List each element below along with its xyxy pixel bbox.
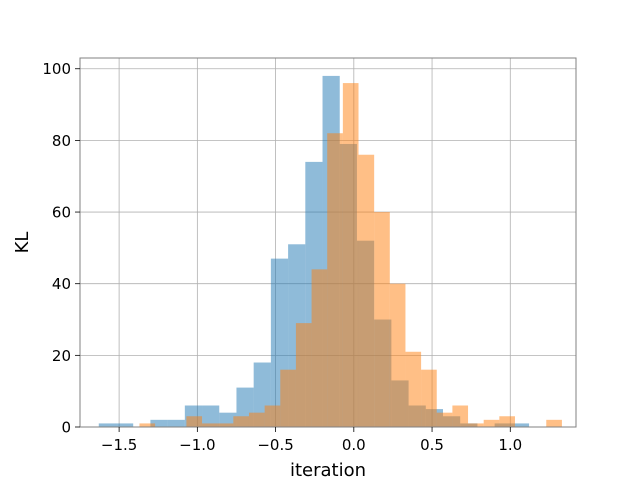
histogram-bar-series-2: [452, 405, 469, 427]
histogram-bar-series-1: [167, 419, 185, 427]
histogram-bar-series-1: [150, 419, 168, 427]
histogram-bar-series-2: [186, 416, 203, 427]
y-tick-label: 80: [52, 132, 71, 150]
x-tick-label: −1.5: [101, 436, 137, 454]
histogram-bar-series-2: [233, 416, 249, 427]
histogram-bar-series-2: [374, 212, 390, 427]
plot-frame: [79, 57, 577, 428]
histogram-bar-series-2: [280, 369, 296, 427]
y-tick-label: 100: [42, 60, 71, 78]
ticks: −1.5 −1.0 −0.5 0.0 0.5 1.0 0 20 40 60 80 100: [42, 60, 522, 454]
histogram-bar-series-2: [499, 416, 515, 427]
histogram-bar-series-2: [217, 423, 234, 427]
histogram-bar-series-2: [421, 369, 437, 427]
histogram-bar-series-2: [264, 405, 281, 427]
histogram-bar-series-2: [139, 423, 156, 427]
y-tick-label: 40: [52, 275, 71, 293]
y-tick-label: 0: [61, 419, 71, 437]
histogram-bar-series-2: [327, 133, 343, 427]
histogram-bar-series-2: [248, 412, 265, 427]
histogram-bar-series-2: [405, 351, 422, 427]
bars: [98, 75, 562, 428]
histogram-bar-series-2: [468, 423, 484, 427]
y-tick-label: 20: [52, 347, 71, 365]
histogram-bar-series-1: [202, 405, 220, 427]
x-tick-label: 1.0: [498, 436, 522, 454]
histogram-bar-series-2: [389, 283, 406, 427]
x-tick-label: −0.5: [257, 436, 293, 454]
x-tick-label: −1.0: [179, 436, 215, 454]
x-tick-label: 0.0: [342, 436, 366, 454]
histogram-bar-series-2: [311, 269, 328, 427]
histogram-bar-series-2: [295, 323, 312, 427]
histogram-bar-series-2: [436, 412, 453, 427]
histogram-bar-series-1: [115, 423, 134, 427]
x-axis-label: iteration: [290, 460, 366, 480]
y-tick-label: 60: [52, 204, 71, 222]
histogram-bar-series-2: [546, 419, 562, 427]
histogram-bar-series-1: [98, 423, 116, 427]
histogram-bar-series-2: [483, 419, 500, 427]
y-axis-label: KL: [12, 232, 33, 254]
histogram-bar-series-2: [202, 423, 218, 427]
histogram-bar-series-2: [342, 83, 359, 427]
histogram-bar-series-1: [511, 423, 530, 427]
histogram-bar-series-2: [358, 154, 375, 427]
x-tick-label: 0.5: [420, 436, 444, 454]
